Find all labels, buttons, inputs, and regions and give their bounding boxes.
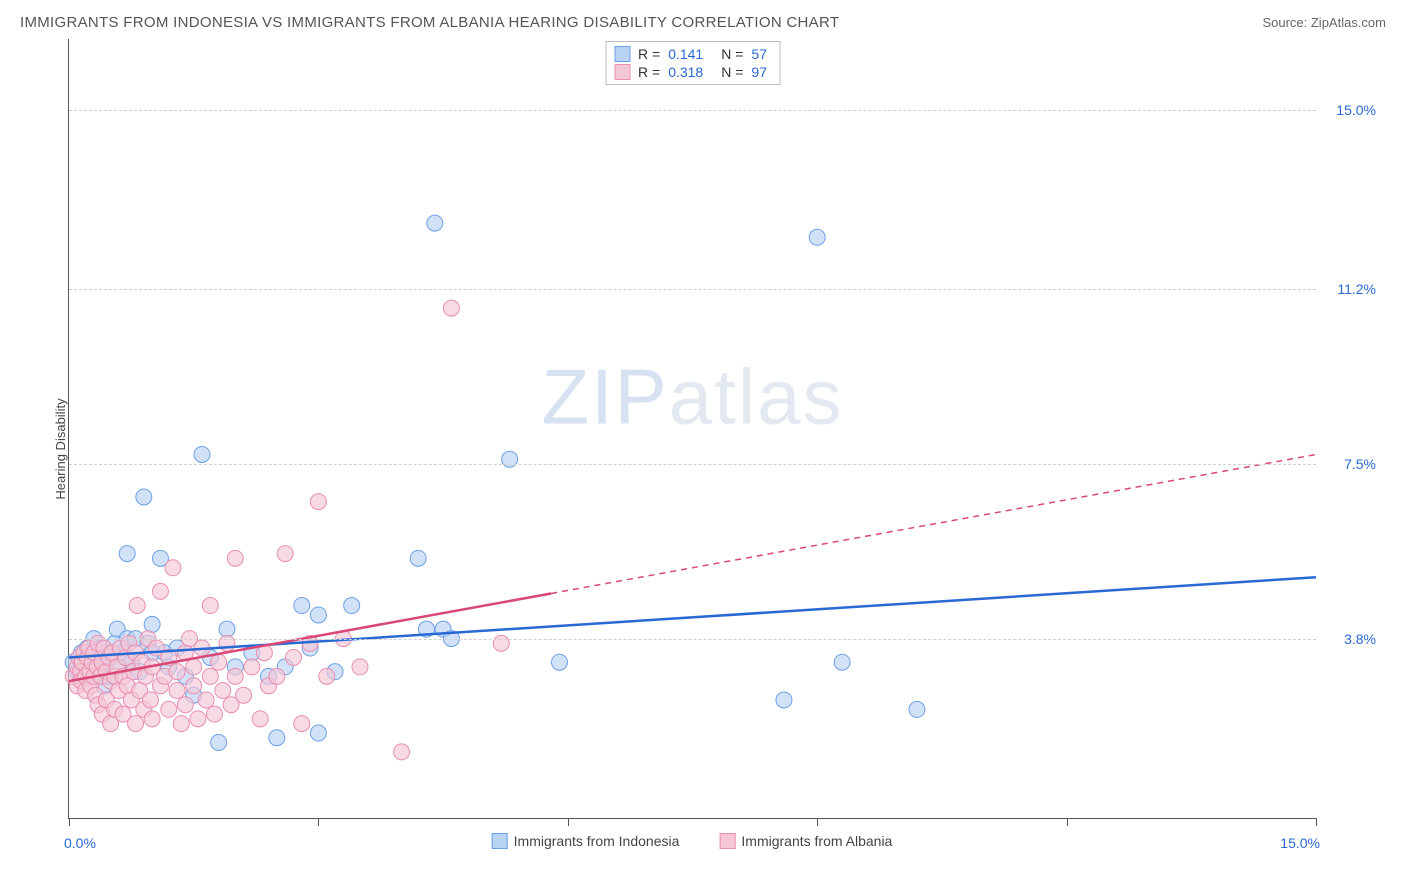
chart-source: Source: ZipAtlas.com xyxy=(1262,15,1386,30)
scatter-point xyxy=(244,659,260,675)
correlation-legend: R = 0.141 N = 57 R = 0.318 N = 97 xyxy=(605,41,780,85)
scatter-point xyxy=(165,560,181,576)
scatter-point xyxy=(227,668,243,684)
scatter-point xyxy=(776,692,792,708)
x-tick xyxy=(817,818,818,826)
y-tick-label: 11.2% xyxy=(1337,281,1376,297)
corr-row-2: R = 0.318 N = 97 xyxy=(614,63,767,81)
scatter-point xyxy=(410,550,426,566)
corr-swatch-1 xyxy=(614,46,630,62)
scatter-point xyxy=(427,215,443,231)
scatter-point xyxy=(551,654,567,670)
scatter-point xyxy=(177,697,193,713)
scatter-point xyxy=(211,654,227,670)
legend-item-1: Immigrants from Indonesia xyxy=(492,833,680,849)
plot-svg xyxy=(69,39,1316,818)
scatter-point xyxy=(186,678,202,694)
scatter-point xyxy=(202,668,218,684)
plot-area: ZIPatlas R = 0.141 N = 57 R = 0.318 N = … xyxy=(68,39,1316,819)
scatter-point xyxy=(198,692,214,708)
scatter-point xyxy=(252,711,268,727)
gridline xyxy=(69,289,1316,290)
gridline xyxy=(69,639,1316,640)
chart-container: IMMIGRANTS FROM INDONESIA VS IMMIGRANTS … xyxy=(0,0,1406,892)
scatter-point xyxy=(173,716,189,732)
scatter-point xyxy=(202,598,218,614)
scatter-point xyxy=(443,300,459,316)
legend-swatch-1 xyxy=(492,833,508,849)
corr-swatch-2 xyxy=(614,64,630,80)
scatter-point xyxy=(319,668,335,684)
scatter-point xyxy=(344,598,360,614)
x-axis-labels: 0.0% 15.0% Immigrants from Indonesia Imm… xyxy=(68,827,1316,859)
scatter-point xyxy=(219,621,235,637)
x-tick xyxy=(568,818,569,826)
legend-swatch-2 xyxy=(719,833,735,849)
scatter-point xyxy=(215,683,231,699)
x-tick xyxy=(69,818,70,826)
scatter-point xyxy=(211,734,227,750)
y-tick-label: 7.5% xyxy=(1344,456,1376,472)
scatter-point xyxy=(834,654,850,670)
trend-line-solid xyxy=(69,577,1316,657)
scatter-point xyxy=(119,546,135,562)
scatter-point xyxy=(206,706,222,722)
x-min-label: 0.0% xyxy=(64,835,96,851)
scatter-point xyxy=(161,701,177,717)
scatter-point xyxy=(190,711,206,727)
scatter-point xyxy=(310,725,326,741)
scatter-point xyxy=(129,598,145,614)
gridline xyxy=(69,110,1316,111)
scatter-point xyxy=(144,616,160,632)
y-axis-label: Hearing Disability xyxy=(53,398,68,499)
x-max-label: 15.0% xyxy=(1280,835,1320,851)
y-tick-label: 3.8% xyxy=(1344,631,1376,647)
scatter-point xyxy=(294,716,310,732)
trend-line-dashed xyxy=(551,454,1316,593)
scatter-point xyxy=(227,550,243,566)
scatter-point xyxy=(128,716,144,732)
x-tick xyxy=(1067,818,1068,826)
chart-wrap: Hearing Disability ZIPatlas R = 0.141 N … xyxy=(20,39,1386,859)
x-tick xyxy=(318,818,319,826)
scatter-point xyxy=(142,692,158,708)
scatter-point xyxy=(269,730,285,746)
scatter-point xyxy=(152,583,168,599)
scatter-point xyxy=(394,744,410,760)
scatter-point xyxy=(909,701,925,717)
x-tick xyxy=(1316,818,1317,826)
scatter-point xyxy=(236,687,252,703)
y-tick-label: 15.0% xyxy=(1336,102,1376,118)
scatter-point xyxy=(144,711,160,727)
scatter-point xyxy=(310,607,326,623)
scatter-point xyxy=(277,546,293,562)
scatter-point xyxy=(194,446,210,462)
scatter-point xyxy=(269,668,285,684)
scatter-point xyxy=(136,489,152,505)
legend-item-2: Immigrants from Albania xyxy=(719,833,892,849)
scatter-point xyxy=(310,494,326,510)
chart-title: IMMIGRANTS FROM INDONESIA VS IMMIGRANTS … xyxy=(20,14,839,31)
scatter-point xyxy=(285,649,301,665)
corr-row-1: R = 0.141 N = 57 xyxy=(614,45,767,63)
scatter-point xyxy=(169,664,185,680)
scatter-point xyxy=(809,229,825,245)
chart-header: IMMIGRANTS FROM INDONESIA VS IMMIGRANTS … xyxy=(20,14,1386,31)
bottom-legend: Immigrants from Indonesia Immigrants fro… xyxy=(492,833,893,849)
scatter-point xyxy=(352,659,368,675)
gridline xyxy=(69,464,1316,465)
scatter-point xyxy=(186,659,202,675)
scatter-point xyxy=(169,683,185,699)
scatter-point xyxy=(294,598,310,614)
